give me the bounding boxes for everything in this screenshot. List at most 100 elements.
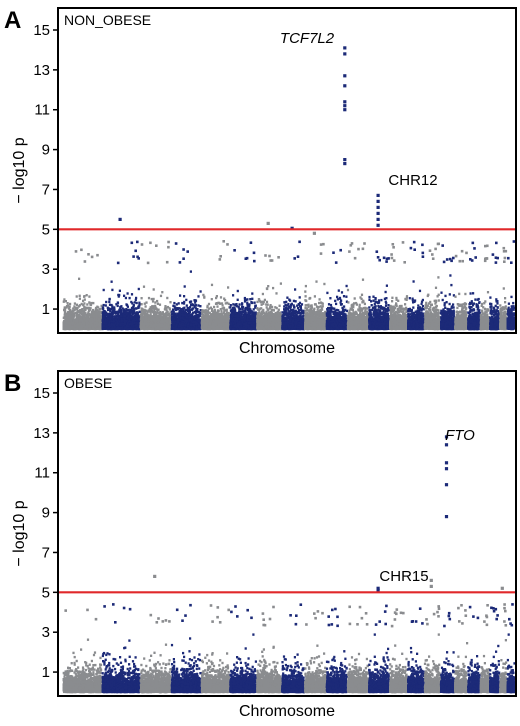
snp-point: [146, 324, 149, 327]
snp-point: [96, 327, 99, 330]
snp-point: [166, 305, 170, 309]
snp-point: [138, 320, 141, 323]
snp-point: [75, 295, 78, 298]
snp-point: [108, 320, 111, 323]
snp-point: [165, 309, 168, 312]
snp-point: [144, 322, 147, 325]
snp-point: [119, 305, 122, 309]
snp-point: [111, 311, 114, 314]
snp-point: [65, 316, 68, 319]
snp-point: [77, 309, 81, 313]
snp-point: [114, 312, 117, 315]
snp-point: [147, 296, 151, 300]
snp-point: [63, 307, 67, 310]
snp-point: [91, 325, 94, 328]
snp-point: [87, 318, 90, 321]
snp-point: [62, 300, 65, 303]
snp-point: [194, 307, 197, 310]
snp-point: [83, 302, 86, 305]
snp-point: [103, 313, 106, 316]
snp-point: [132, 307, 136, 310]
snp-point: [137, 287, 140, 291]
snp-point: [78, 315, 81, 319]
snp-point: [157, 325, 161, 328]
snp-point: [120, 310, 123, 314]
snp-point: [158, 315, 161, 318]
snp-point: [135, 315, 138, 318]
snp-point: [109, 320, 112, 324]
snp-point: [106, 327, 109, 330]
snp-point: [92, 301, 95, 305]
snp-point: [87, 322, 90, 325]
snp-point: [141, 312, 144, 316]
snp-point: [91, 319, 94, 322]
snp-point: [78, 294, 81, 297]
snp-point: [134, 249, 137, 253]
snp-point: [79, 318, 83, 322]
snp-point: [157, 308, 160, 311]
snp-point: [140, 311, 143, 314]
snp-point: [74, 319, 77, 322]
snp-point: [88, 301, 91, 304]
snp-point: [126, 319, 129, 322]
snp-point: [135, 323, 138, 327]
snp-point: [106, 312, 109, 316]
snp-point: [65, 306, 68, 309]
snp-point: [145, 318, 148, 321]
snp-point: [147, 319, 150, 323]
snp-point: [145, 316, 148, 319]
snp-point: [183, 285, 186, 288]
snp-point: [72, 313, 75, 316]
snp-point: [123, 294, 126, 297]
snp-point: [141, 320, 144, 324]
snp-point: [93, 314, 96, 317]
snp-point: [97, 319, 101, 322]
snp-point: [95, 310, 98, 313]
snp-point: [86, 315, 89, 318]
snp-point: [103, 310, 107, 313]
snp-point: [169, 301, 172, 304]
snp-point: [69, 324, 72, 328]
snp-point: [159, 325, 162, 328]
snp-point: [149, 306, 152, 309]
snp-point: [157, 315, 160, 318]
snp-point: [143, 302, 146, 305]
snp-point: [119, 313, 123, 316]
snp-point: [130, 323, 134, 327]
snp-point: [120, 327, 123, 330]
snp-point: [123, 327, 126, 330]
snp-point: [154, 318, 157, 321]
snp-point: [163, 318, 167, 321]
snp-point: [137, 327, 140, 330]
snp-point: [64, 317, 67, 321]
snp-point: [100, 304, 103, 308]
snp-point: [98, 313, 101, 316]
snp-point: [68, 322, 71, 326]
snp-point: [143, 326, 146, 330]
snp-point: [135, 322, 138, 325]
snp-point: [152, 320, 155, 323]
snp-point: [115, 327, 118, 331]
snp-point: [178, 307, 181, 310]
snp-point: [168, 321, 171, 324]
snp-point: [73, 308, 76, 312]
snp-point: [130, 293, 134, 296]
snp-point: [121, 307, 124, 310]
snp-point: [69, 316, 72, 319]
snp-point: [131, 302, 134, 305]
snp-point: [73, 302, 76, 305]
snp-point: [143, 308, 146, 312]
snp-point: [88, 307, 91, 310]
snp-point: [159, 327, 162, 330]
snp-point: [68, 310, 71, 313]
snp-point: [104, 322, 107, 325]
snp-point: [138, 310, 141, 313]
snp-point: [72, 315, 75, 318]
snp-point: [129, 323, 132, 326]
snp-point: [76, 320, 79, 324]
snp-point: [73, 325, 76, 328]
snp-point: [126, 305, 129, 308]
snp-point: [154, 326, 158, 329]
snp-point: [125, 326, 128, 329]
snp-point: [65, 305, 69, 308]
